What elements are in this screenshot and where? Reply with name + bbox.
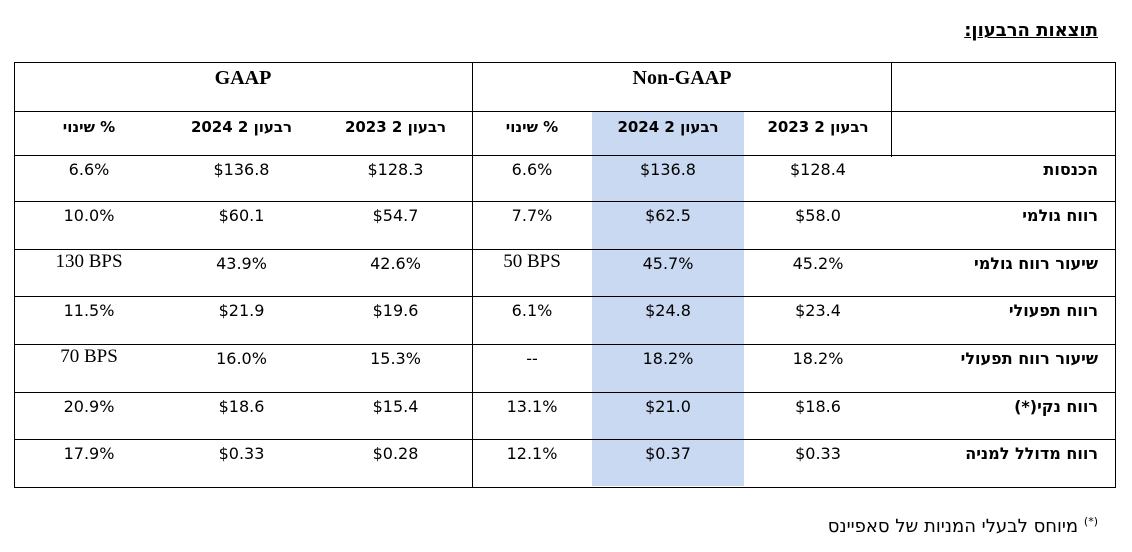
table-cell: 50 BPS: [503, 251, 561, 272]
row-line: [14, 201, 1116, 202]
table-cell: 130 BPS: [55, 251, 123, 272]
table-cell: $19.6: [372, 301, 419, 320]
table-cell: 12.1%: [506, 444, 558, 463]
table-frame: [14, 62, 1116, 488]
table-cell: 15.3%: [370, 349, 421, 368]
table-cell: $24.8: [645, 301, 691, 320]
table-cell: 18.2%: [792, 349, 844, 368]
col-header-ng-q2-2023: רבעון 2 2023: [767, 118, 869, 136]
table-cell: $136.8: [640, 160, 696, 179]
row-label: שיעור רווח גולמי: [974, 254, 1098, 273]
highlight-column: [592, 111, 744, 486]
row-line: [14, 344, 1116, 345]
table-cell: 42.6%: [370, 254, 421, 273]
table-cell: $128.3: [367, 160, 424, 179]
col-header-ng-q2-2024: רבעון 2 2024: [617, 118, 719, 136]
table-cell: $128.4: [790, 160, 846, 179]
table-cell: 6.6%: [68, 160, 110, 179]
table-cell: $0.28: [372, 444, 419, 463]
divider-gaap-nongaap: [472, 62, 473, 488]
table-cell: 10.0%: [63, 206, 115, 225]
table-cell: 45.2%: [792, 254, 844, 273]
table-cell: $21.0: [645, 397, 691, 416]
table-cell: $0.37: [645, 444, 691, 463]
table-cell: $0.33: [795, 444, 841, 463]
table-cell: $62.5: [645, 206, 691, 225]
table-cell: $0.33: [218, 444, 265, 463]
table-cell: 6.1%: [511, 301, 553, 320]
table-cell: 18.2%: [642, 349, 694, 368]
table-cell: 6.6%: [511, 160, 553, 179]
row-label: רווח גולמי: [1022, 206, 1098, 225]
divider-nongaap-labels: [891, 62, 892, 157]
group-header-non-gaap: Non-GAAP: [632, 67, 732, 89]
col-header-ng-change: % שינוי: [505, 118, 559, 136]
row-line: [14, 249, 1116, 250]
table-cell: $60.1: [218, 206, 265, 225]
table-cell: 43.9%: [216, 254, 267, 273]
row-label: רווח מדולל למניה: [965, 444, 1098, 463]
table-cell: 7.7%: [511, 206, 553, 225]
table-cell: $58.0: [795, 206, 841, 225]
table-cell: $54.7: [372, 206, 419, 225]
row-line: [14, 439, 1116, 440]
table-cell: 11.5%: [63, 301, 115, 320]
footnote: (*) מיוחס לבעלי המניות של סאפיינס: [828, 515, 1098, 537]
table-cell: $15.4: [372, 397, 419, 416]
table-cell: 13.1%: [506, 397, 558, 416]
table-cell: 16.0%: [216, 349, 267, 368]
col-header-gaap-q2-2024: רבעון 2 2024: [190, 118, 293, 136]
row-label: שיעור רווח תפעולי: [960, 349, 1098, 368]
section-title: תוצאות הרבעון:: [964, 20, 1098, 41]
table-cell: --: [526, 349, 538, 368]
table-cell: 45.7%: [642, 254, 694, 273]
header-bottom-line: [14, 155, 1116, 156]
col-header-gaap-change: % שינוי: [62, 118, 116, 136]
table-cell: $136.8: [213, 160, 270, 179]
row-line: [14, 392, 1116, 393]
footnote-text: מיוחס לבעלי המניות של סאפיינס: [827, 516, 1079, 537]
table-cell: $23.4: [795, 301, 841, 320]
table-cell: $21.9: [218, 301, 265, 320]
row-line: [14, 296, 1116, 297]
group-header-line: [14, 111, 892, 112]
table-cell: 70 BPS: [60, 346, 118, 367]
table-cell: $18.6: [795, 397, 841, 416]
table-cell: 17.9%: [63, 444, 115, 463]
table-cell: $18.6: [218, 397, 265, 416]
label-header-line: [891, 111, 1116, 112]
group-header-gaap: GAAP: [214, 67, 272, 89]
row-label: רווח תפעולי: [1008, 301, 1098, 320]
col-header-gaap-q2-2023: רבעון 2 2023: [344, 118, 447, 136]
row-label: הכנסות: [1043, 160, 1098, 179]
footnote-marker: (*): [1083, 515, 1098, 528]
table-cell: 20.9%: [63, 397, 115, 416]
row-label: רווח נקי(*): [1014, 397, 1098, 416]
